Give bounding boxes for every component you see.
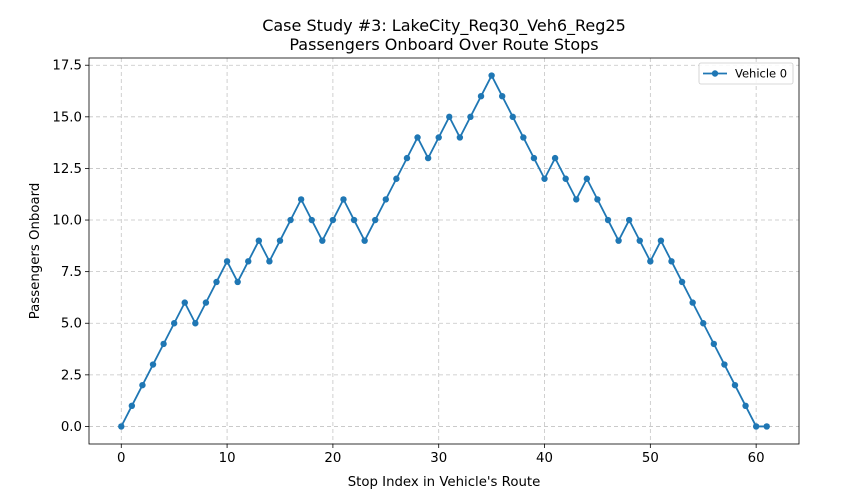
data-point [742,402,749,410]
data-point [520,134,527,141]
data-point [160,340,167,348]
data-point [118,423,125,430]
data-point [149,361,157,368]
data-point [710,340,718,348]
data-point [615,237,622,244]
x-tick-label: 40 [536,451,553,466]
data-point [223,258,231,265]
data-point [424,154,432,162]
data-point [594,196,601,203]
y-tick-label: 15.0 [52,110,82,125]
data-point [551,154,559,162]
x-tick-label: 20 [324,451,341,466]
x-tick-label: 50 [642,451,659,466]
data-point [213,278,220,286]
data-point [668,258,675,265]
y-tick-label: 17.5 [52,59,82,74]
y-tick-label: 12.5 [52,162,82,177]
data-point [689,299,696,306]
x-tick-label: 0 [117,451,125,466]
data-point [192,320,199,327]
data-point [393,175,400,182]
data-point [319,237,326,244]
data-point [202,299,210,306]
data-point [499,92,506,100]
data-point [255,237,263,244]
data-point [573,196,580,203]
data-point [245,258,252,265]
series-layer [118,72,770,430]
data-point [266,258,273,265]
data-point [361,237,368,244]
data-point [128,402,136,410]
data-point [721,361,728,368]
data-point [287,216,294,224]
legend: Vehicle 0 [698,62,794,85]
data-point [509,113,516,121]
data-point [435,134,442,141]
y-tick-label: 5.0 [61,317,82,332]
data-point [382,196,389,203]
data-point [139,381,146,389]
data-point [350,216,358,224]
data-point [700,320,707,327]
x-tick-label: 10 [219,451,236,466]
data-point [488,72,495,79]
data-point [308,216,315,224]
legend-box [698,62,794,85]
series-line [120,74,767,428]
y-tick-label: 2.5 [61,368,82,383]
data-point [477,92,485,100]
legend-label: Vehicle 0 [735,67,787,81]
data-point [657,237,665,244]
data-point [467,113,474,121]
data-point [562,175,569,182]
chart-title: Case Study #3: LakeCity_Req30_Veh6_Reg25 [262,16,626,36]
data-point [636,237,643,244]
data-point [763,423,770,430]
data-point [731,381,739,389]
data-point [372,216,379,224]
plot-frame [88,57,800,445]
data-point [181,299,188,306]
data-point [340,196,347,203]
data-point [403,154,411,162]
y-tick-label: 0.0 [61,420,82,435]
y-tick-label: 7.5 [61,265,82,280]
data-point [276,237,284,244]
data-point [414,134,421,141]
data-point [530,154,538,162]
x-tick-label: 30 [430,451,447,466]
data-point [297,196,305,203]
data-point [456,134,464,141]
grid [89,58,799,444]
x-axis-label: Stop Index in Vehicle's Route [348,475,541,490]
data-point [541,175,548,182]
data-point [752,423,760,430]
data-point [604,216,612,224]
y-axis-label: Passengers Onboard [28,183,43,320]
x-tick-label: 60 [748,451,765,466]
data-point [625,216,633,224]
y-axis-ticks: 0.0 2.5 5.0 7.5 10.0 12.5 15.0 17.5 [52,59,89,435]
y-tick-label: 10.0 [52,214,82,229]
chart-subtitle: Passengers Onboard Over Route Stops [289,35,598,54]
legend-marker-sample [711,70,719,77]
data-point [678,278,686,286]
data-point [583,175,591,182]
data-point [329,216,337,224]
data-point [647,258,654,265]
data-point [234,278,241,286]
x-axis-ticks: 0 10 20 30 40 50 60 [117,444,765,466]
data-point [170,320,178,327]
data-point [446,113,453,121]
